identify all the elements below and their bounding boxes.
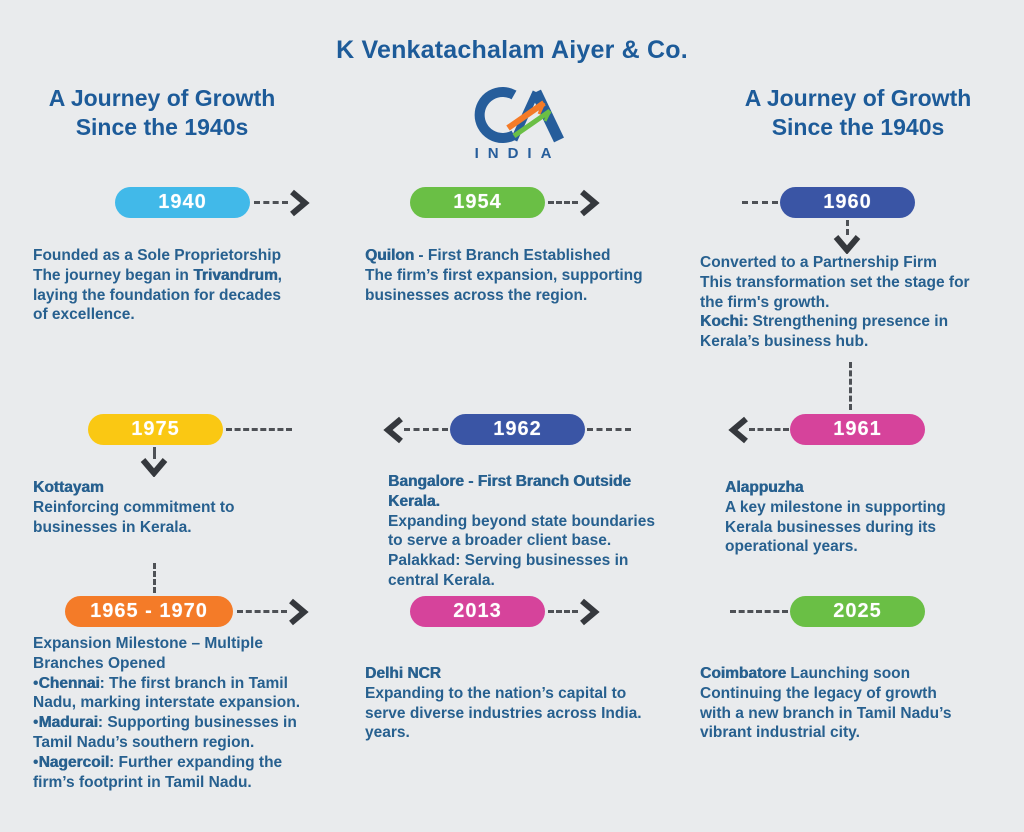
right-heading: A Journey of Growth Since the 1940s: [698, 84, 1018, 142]
dash-line: [742, 201, 778, 204]
milestone-pill-1954: 1954: [410, 187, 545, 218]
milestone-desc-1975: Kottayam Reinforcing commitment to busin…: [33, 479, 235, 536]
milestone-pill-1960: 1960: [780, 187, 915, 218]
milestone-pill-1975: 1975: [88, 414, 223, 445]
arrow-down-icon: [833, 235, 861, 254]
milestone-pill-1961: 1961: [790, 414, 925, 445]
dash-line: [849, 362, 852, 410]
dash-line: [254, 201, 288, 204]
arrow-right-icon: [290, 189, 310, 217]
ca-india-logo: CA INDIA: [448, 86, 578, 166]
arrow-left-icon: [383, 416, 403, 444]
arrow-right-icon: [580, 189, 600, 217]
milestone-desc-1961: Alappuzha A key milestone in supporting …: [725, 479, 946, 556]
milestone-desc-1940: Founded as a Sole Proprietorship The jou…: [33, 247, 282, 324]
dash-line: [749, 428, 789, 431]
milestone-pill-1940: 1940: [115, 187, 250, 218]
milestone-pill-1962: 1962: [450, 414, 585, 445]
dash-line: [548, 610, 578, 613]
milestone-desc-1962: Bangalore - First Branch Outside Kerala.…: [388, 473, 655, 590]
dash-line: [153, 447, 156, 459]
milestone-pill-2025: 2025: [790, 596, 925, 627]
dash-line: [548, 201, 578, 204]
arrow-left-icon: [728, 416, 748, 444]
dash-line: [226, 428, 292, 431]
milestone-desc-1954: Quilon - First Branch Established The fi…: [365, 247, 643, 304]
right-heading-line2: Since the 1940s: [771, 113, 945, 140]
arrow-down-icon: [140, 458, 168, 477]
arrow-right-icon: [580, 598, 600, 626]
milestone-pill-2013: 2013: [410, 596, 545, 627]
dash-line: [404, 428, 448, 431]
milestone-desc-2025: Coimbatore Launching soon Continuing the…: [700, 665, 952, 742]
dash-line: [846, 220, 849, 235]
dash-line: [587, 428, 631, 431]
arrow-right-icon: [289, 598, 309, 626]
dash-line: [237, 610, 287, 613]
logo-caption: INDIA: [474, 145, 561, 162]
left-heading: A Journey of Growth Since the 1940s: [2, 84, 322, 142]
milestone-desc-1965-1970: Expansion Milestone – Multiple Branches …: [33, 635, 301, 791]
left-heading-line2: Since the 1940s: [75, 113, 249, 140]
milestone-pill-1965-1970: 1965 - 1970: [65, 596, 233, 627]
right-heading-line1: A Journey of Growth: [744, 85, 972, 111]
left-heading-line1: A Journey of Growth: [48, 85, 276, 111]
milestone-desc-2013: Delhi NCR Expanding to the nation’s capi…: [365, 665, 642, 742]
milestone-desc-1960: Converted to a Partnership Firm This tra…: [700, 254, 970, 351]
dash-line: [153, 563, 156, 593]
page-title: K Venkatachalam Aiyer & Co.: [336, 36, 688, 64]
dash-line: [730, 610, 788, 613]
ca-monogram-icon: [474, 87, 564, 143]
